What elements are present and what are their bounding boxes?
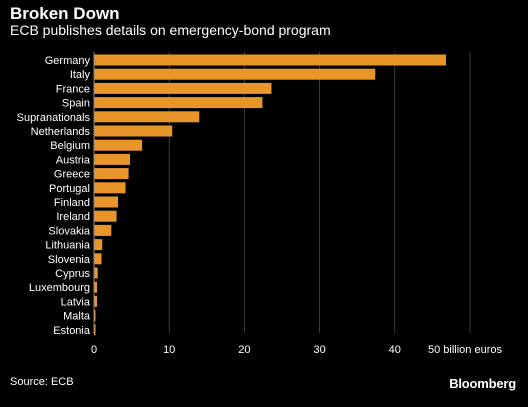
category-label: Malta <box>63 311 91 323</box>
category-label: Luxembourg <box>29 282 90 294</box>
x-tick-label: 30 <box>313 344 325 356</box>
category-label: Cyprus <box>55 268 90 280</box>
bar <box>94 281 98 293</box>
category-label: Germany <box>45 55 91 67</box>
bar <box>94 182 126 194</box>
category-label: Supranationals <box>17 112 91 124</box>
bar <box>94 324 96 336</box>
bar <box>94 82 272 94</box>
bar <box>94 68 376 80</box>
bar <box>94 224 112 236</box>
bar <box>94 54 446 66</box>
bar <box>94 295 98 307</box>
category-label: Finland <box>54 197 90 209</box>
bloomberg-logo: Bloomberg <box>449 376 516 391</box>
category-label: Slovenia <box>48 254 91 266</box>
category-label: Netherlands <box>31 126 91 138</box>
category-label: Spain <box>62 98 90 110</box>
chart-title: Broken Down <box>10 4 120 23</box>
x-tick-label: 10 <box>163 344 175 356</box>
category-label: Lithuania <box>45 240 91 252</box>
x-tick-label: 50 billion euros <box>428 344 502 356</box>
category-label: Slovakia <box>48 225 90 237</box>
x-tick-label: 0 <box>91 344 97 356</box>
x-tick-label: 40 <box>389 344 401 356</box>
bar <box>94 168 129 180</box>
x-tick-label: 20 <box>238 344 250 356</box>
bar <box>94 139 143 151</box>
category-label: Portugal <box>49 183 90 195</box>
bar <box>94 97 263 109</box>
bar <box>94 210 117 222</box>
category-label: Estonia <box>53 325 91 337</box>
category-label: Greece <box>54 169 90 181</box>
bar <box>94 310 96 322</box>
category-label: Latvia <box>61 296 91 308</box>
bar <box>94 125 173 137</box>
bar <box>94 153 131 165</box>
bar <box>94 111 200 123</box>
bar <box>94 196 119 208</box>
category-label: Austria <box>56 154 91 166</box>
category-label: France <box>56 83 90 95</box>
bar <box>94 253 102 265</box>
category-label: Italy <box>70 69 91 81</box>
category-label: Ireland <box>56 211 90 223</box>
chart-subtitle: ECB publishes details on emergency-bond … <box>10 22 331 38</box>
bar <box>94 239 103 251</box>
category-label: Belgium <box>50 140 90 152</box>
source-note: Source: ECB <box>10 376 74 388</box>
bar <box>94 267 98 279</box>
